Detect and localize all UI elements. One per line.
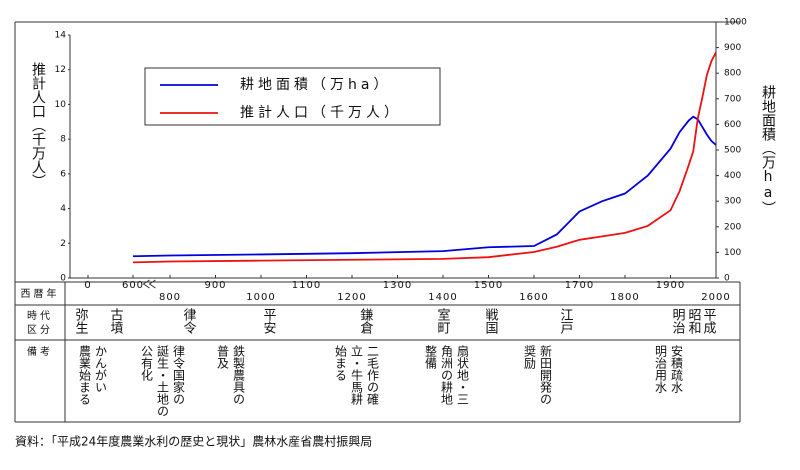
note-text: 鉄製農具の xyxy=(232,344,246,405)
y2-tick-label: 200 xyxy=(724,222,741,232)
x-tick-label: 1500 xyxy=(474,280,503,291)
y-tick-label: 10 xyxy=(55,100,67,110)
y-tick-label: 4 xyxy=(60,204,66,214)
era-label: 室町 xyxy=(435,307,451,334)
y2-tick-label: 900 xyxy=(724,43,741,53)
note-text: かんがい xyxy=(94,345,108,393)
y2-tick-label: 800 xyxy=(724,69,741,79)
source: 資料：「平成24年度農業水利の歴史と現状」農林水産省農村振興局 xyxy=(15,434,372,449)
y2-tick-label: 600 xyxy=(724,120,741,130)
y2-axis-title: 耕地面積（万ha） xyxy=(760,84,776,215)
era-label: 明治 xyxy=(670,308,686,334)
y-tick-label: 2 xyxy=(60,239,66,249)
line xyxy=(132,115,717,258)
x-tick-label: 1000 xyxy=(246,292,275,303)
line xyxy=(132,51,717,264)
y-tick-label: 14 xyxy=(55,31,67,41)
row-label: 時代 xyxy=(27,310,53,322)
note-text: 明治用水 xyxy=(654,345,668,393)
note-text: 安積疏水 xyxy=(670,344,684,393)
note-text: 公有化 xyxy=(140,345,154,382)
legend-box xyxy=(144,67,441,126)
x-tick-label: 2000 xyxy=(701,292,730,303)
x-tick-label: 900 xyxy=(204,280,226,291)
x-tick-label: 1800 xyxy=(610,292,639,303)
legend-label: 推計人口（千万人） xyxy=(240,105,402,121)
era-label: 鎌倉 xyxy=(358,308,374,335)
y2-tick-label: 400 xyxy=(724,171,741,181)
x-tick-label: 1300 xyxy=(383,280,412,291)
era-label: 弥生 xyxy=(73,307,89,334)
note-text: 立・牛馬耕 xyxy=(350,344,364,406)
y-tick-label: 6 xyxy=(60,169,66,179)
y2-tick-label: 0 xyxy=(724,274,730,284)
x-tick-label: 1900 xyxy=(656,280,685,291)
y2-tick-label: 100 xyxy=(724,248,741,258)
note-text: 整備 xyxy=(424,344,438,370)
note-text: 二毛作の確 xyxy=(366,345,380,405)
note-text: 普及 xyxy=(216,345,230,369)
note-text: 扇状地・三 xyxy=(456,344,470,405)
x-tick-label: 1200 xyxy=(337,292,366,303)
x-tick-label: 0 xyxy=(84,280,91,291)
note-text: 角洲の耕地 xyxy=(440,345,454,405)
x-tick-label: 1100 xyxy=(292,280,321,291)
era-label: 古墳 xyxy=(108,308,124,334)
era-label: 平成 xyxy=(701,308,717,335)
note-text: 律令国家の xyxy=(172,345,186,405)
row-label: 西暦年 xyxy=(21,287,60,300)
x-tick-label: 1400 xyxy=(428,292,457,303)
axis-break xyxy=(142,279,150,289)
y2-tick-label: 700 xyxy=(724,94,741,104)
y2-tick-label: 1000 xyxy=(724,18,747,28)
y2-tick-label: 500 xyxy=(724,146,741,156)
era-label: 戦国 xyxy=(483,308,499,334)
y-axis-title: 推計人口（千万人） xyxy=(30,62,46,188)
x-tick-label: 800 xyxy=(159,292,181,303)
era-label: 律令 xyxy=(181,308,197,335)
note-text: 奨励 xyxy=(523,345,537,370)
legend-label: 耕地面積（万ha） xyxy=(240,76,391,93)
y-tick-label: 12 xyxy=(55,65,66,75)
y2-tick-label: 300 xyxy=(724,197,741,207)
note-text: 農業始まる xyxy=(78,345,92,405)
note-text: 誕生・土地の xyxy=(156,345,170,417)
y-tick-label: 0 xyxy=(60,274,66,284)
x-tick-label: 1600 xyxy=(519,292,548,303)
era-label: 江戸 xyxy=(558,308,574,334)
row-label: 区分 xyxy=(27,324,53,336)
x-tick-label: 1700 xyxy=(565,280,594,291)
note-text: 始まる xyxy=(334,345,348,381)
note-text: 新田開発の xyxy=(539,344,553,405)
y-tick-label: 8 xyxy=(60,135,66,145)
x-tick-label: 600 xyxy=(122,280,144,291)
era-label: 昭和 xyxy=(686,308,702,334)
row-label: 備考 xyxy=(27,345,53,358)
axis-break xyxy=(148,279,156,289)
era-label: 平安 xyxy=(261,308,277,334)
